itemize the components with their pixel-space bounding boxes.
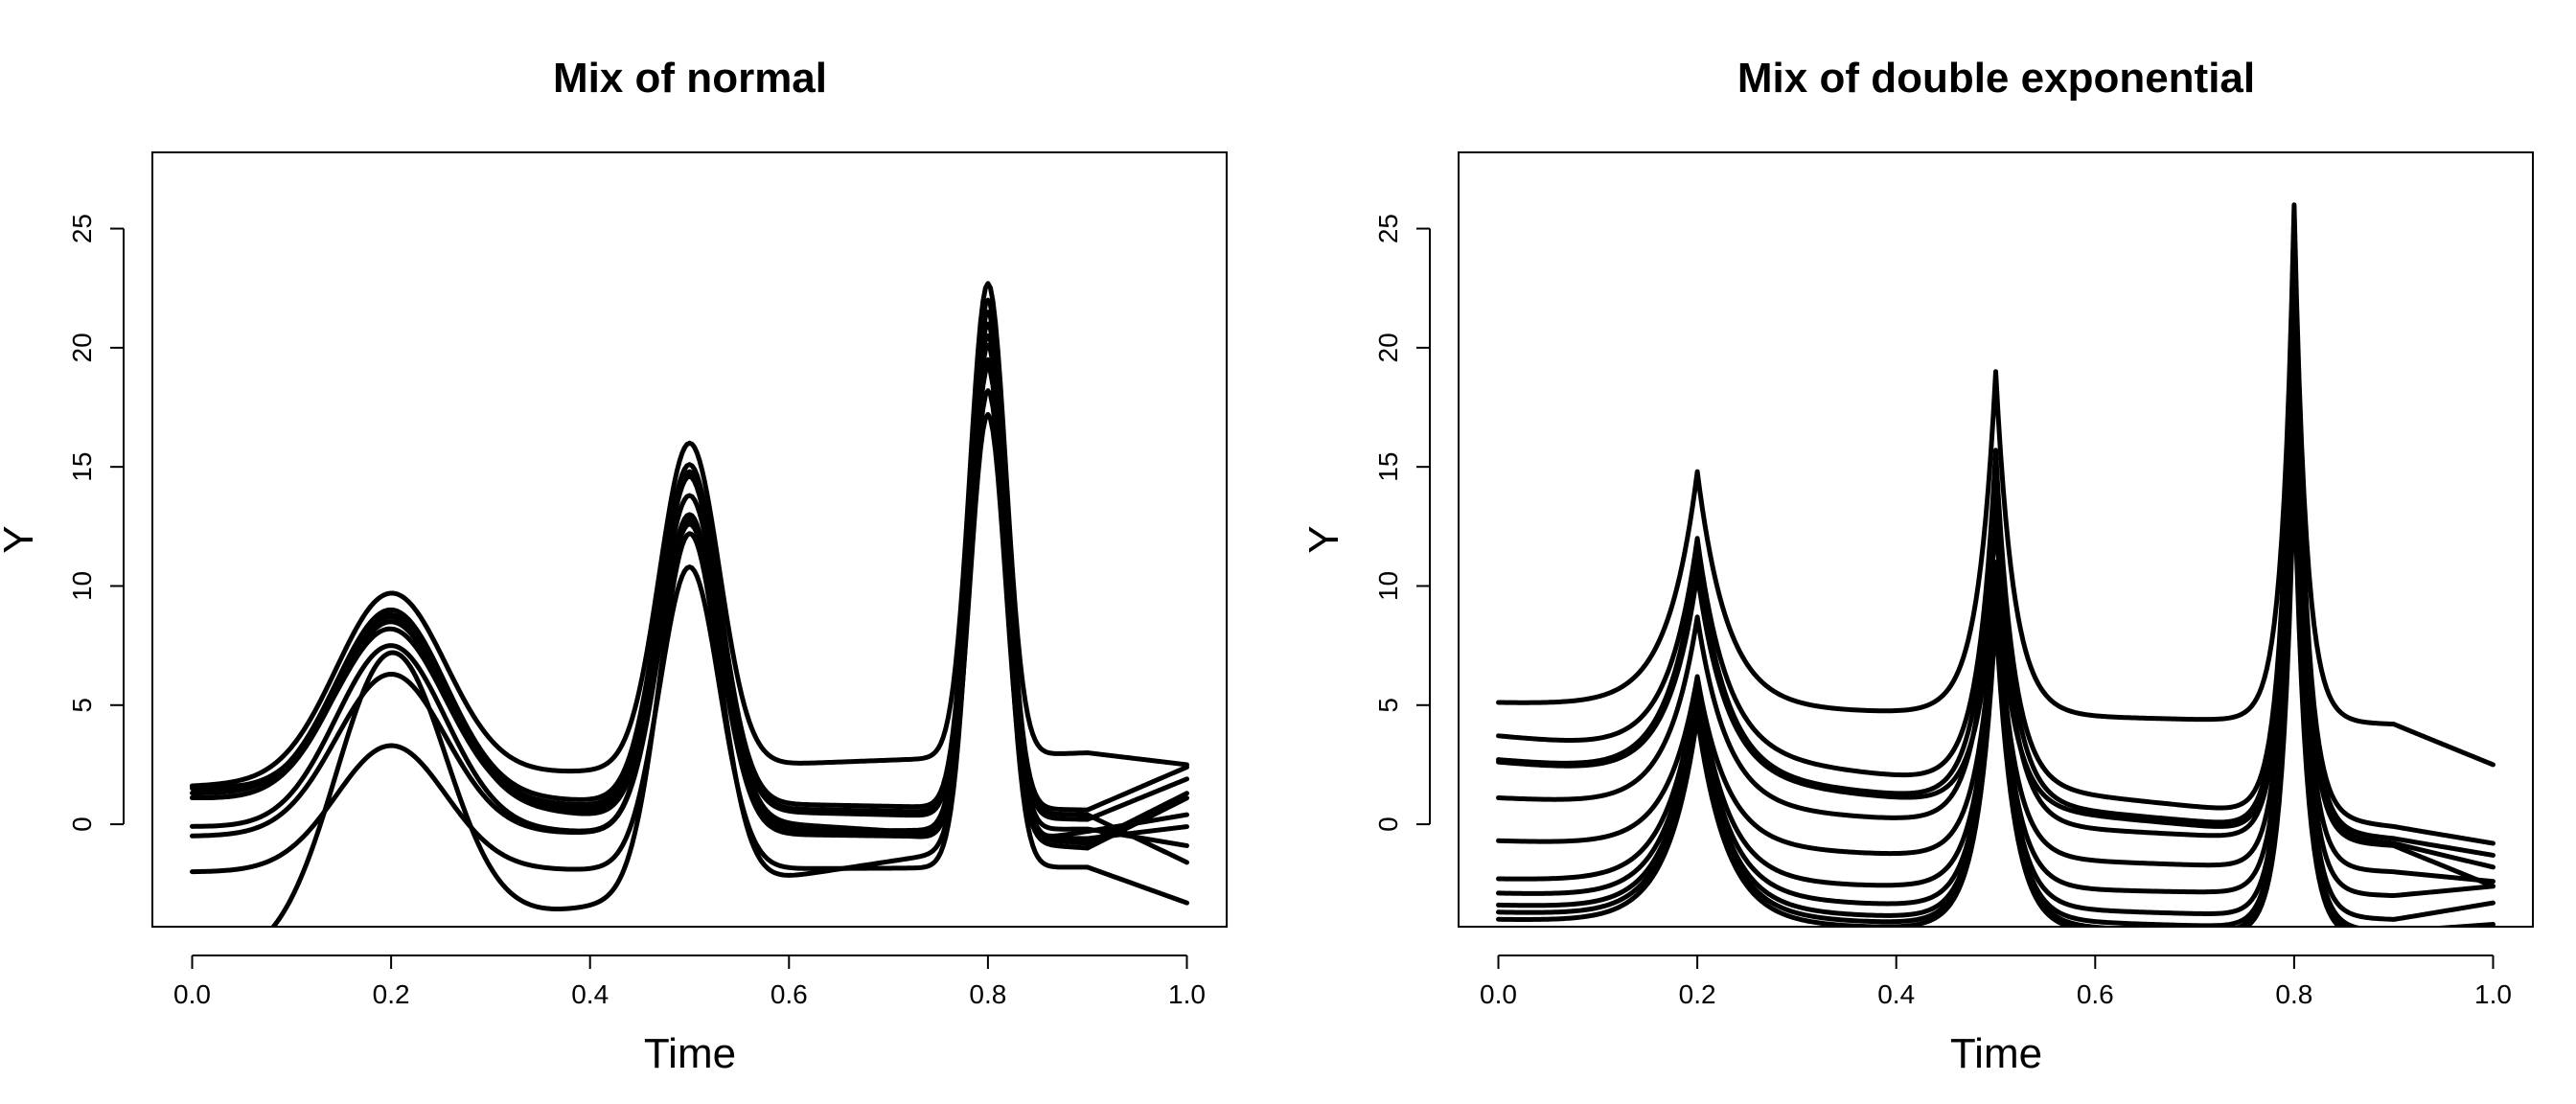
y-tick-label: 5 [67, 698, 97, 713]
x-tick-label: 0.8 [969, 979, 1006, 1009]
series-line [1496, 464, 2496, 927]
curves [190, 281, 1189, 927]
x-tick-label: 0.4 [571, 979, 609, 1009]
x-tick-label: 0.6 [2077, 979, 2114, 1009]
y-tick-label: 10 [67, 571, 97, 601]
plot-frame [151, 151, 1228, 928]
series-line [1496, 297, 2496, 889]
y-tick-label: 20 [1373, 333, 1403, 362]
series-line [190, 356, 1189, 841]
y-tick-label: 0 [1373, 816, 1403, 832]
chart-title: Mix of normal [553, 55, 827, 102]
x-tick-label: 0.2 [373, 979, 410, 1009]
x-axis-label: Time [644, 1030, 736, 1077]
x-tick-label: 0.4 [1877, 979, 1915, 1009]
y-tick-label: 20 [67, 333, 97, 362]
y-tick-label: 5 [1373, 698, 1403, 713]
plot-frame [1458, 151, 2534, 928]
curves [1496, 202, 2496, 927]
x-axis-label: Time [1950, 1030, 2042, 1077]
x-tick-label: 0.8 [2275, 979, 2312, 1009]
x-axis: 0.0 0.2 0.4 0.6 0.8 1.0 [1480, 954, 2512, 1009]
y-tick-label: 25 [67, 214, 97, 243]
y-tick-label: 10 [1373, 571, 1403, 601]
y-tick-label: 25 [1373, 214, 1403, 243]
series-line [190, 333, 1189, 865]
series-line [1496, 273, 2496, 870]
series-line [1496, 345, 2496, 899]
series-line [190, 321, 1189, 846]
y-tick-label: 0 [67, 816, 97, 832]
y-axis: 0 5 10 15 20 25 [1373, 214, 1431, 832]
series-line [1496, 321, 2496, 885]
x-tick-label: 0.6 [770, 979, 808, 1009]
series-line [190, 342, 1189, 848]
panel-left: Mix of normal 0.0 0.2 0.4 0.6 0.8 1.0 0 5 10 15 2… [0, 55, 1228, 1077]
series-line [1496, 202, 2496, 768]
series-line [1496, 369, 2496, 922]
x-tick-label: 0.0 [1480, 979, 1517, 1009]
y-tick-label: 15 [1373, 452, 1403, 482]
panel-right: Mix of double exponential 0.0 0.2 0.4 0.6 0.… [1300, 55, 2534, 1077]
series-line [190, 411, 1189, 851]
y-axis-label: Y [1300, 525, 1347, 553]
x-tick-label: 1.0 [1168, 979, 1206, 1009]
y-axis-label: Y [0, 525, 42, 553]
x-tick-label: 0.0 [173, 979, 211, 1009]
chart-title: Mix of double exponential [1737, 55, 2255, 102]
x-axis: 0.0 0.2 0.4 0.6 0.8 1.0 [173, 954, 1206, 1009]
x-tick-label: 0.2 [1679, 979, 1716, 1009]
series-line [190, 281, 1189, 789]
y-tick-label: 15 [67, 452, 97, 482]
x-tick-label: 1.0 [2474, 979, 2512, 1009]
y-axis: 0 5 10 15 20 25 [67, 214, 125, 832]
series-line [1496, 214, 2496, 846]
